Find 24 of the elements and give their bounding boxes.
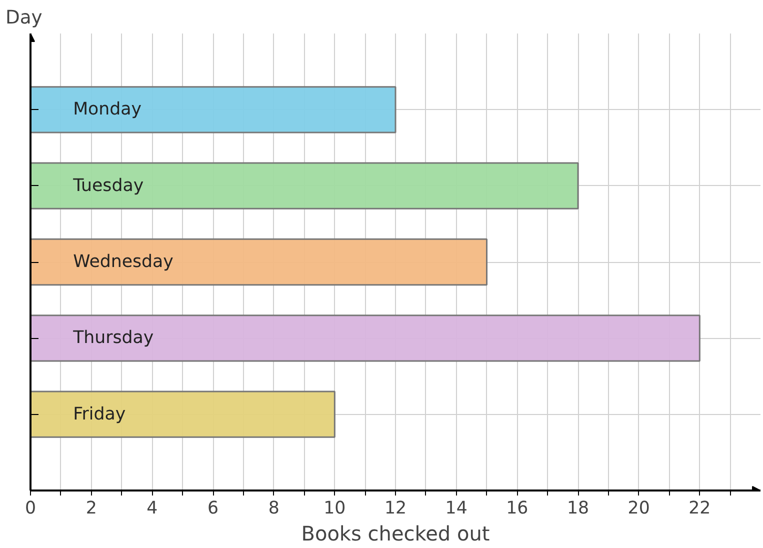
x-tick-label: 16 xyxy=(506,498,528,518)
x-tick-label: 20 xyxy=(628,498,650,518)
x-tick-label: 12 xyxy=(384,498,407,518)
bar xyxy=(30,238,488,286)
y-tick-label: Wednesday xyxy=(73,252,174,272)
x-tick-label: 22 xyxy=(688,498,711,518)
x-tick-label: 8 xyxy=(268,498,280,518)
x-tick-label: 18 xyxy=(566,498,590,518)
x-tick-label: 10 xyxy=(324,498,346,518)
x-tick-label: 4 xyxy=(146,498,158,518)
x-tick-label: 14 xyxy=(445,498,468,518)
bar xyxy=(30,162,579,210)
bar xyxy=(30,314,700,362)
y-tick-label: Thursday xyxy=(72,328,154,348)
bar xyxy=(30,390,336,438)
y-axis-title: Day xyxy=(6,8,42,28)
x-axis-title: Books checked out xyxy=(301,522,490,546)
bar xyxy=(30,86,396,134)
x-tick-label: 6 xyxy=(207,498,219,518)
y-tick-label: Friday xyxy=(73,404,126,424)
x-tick-label: 0 xyxy=(24,498,36,518)
x-tick-label: 2 xyxy=(86,498,97,518)
y-tick-label: Monday xyxy=(73,100,142,120)
y-tick-label: Tuesday xyxy=(72,176,144,196)
